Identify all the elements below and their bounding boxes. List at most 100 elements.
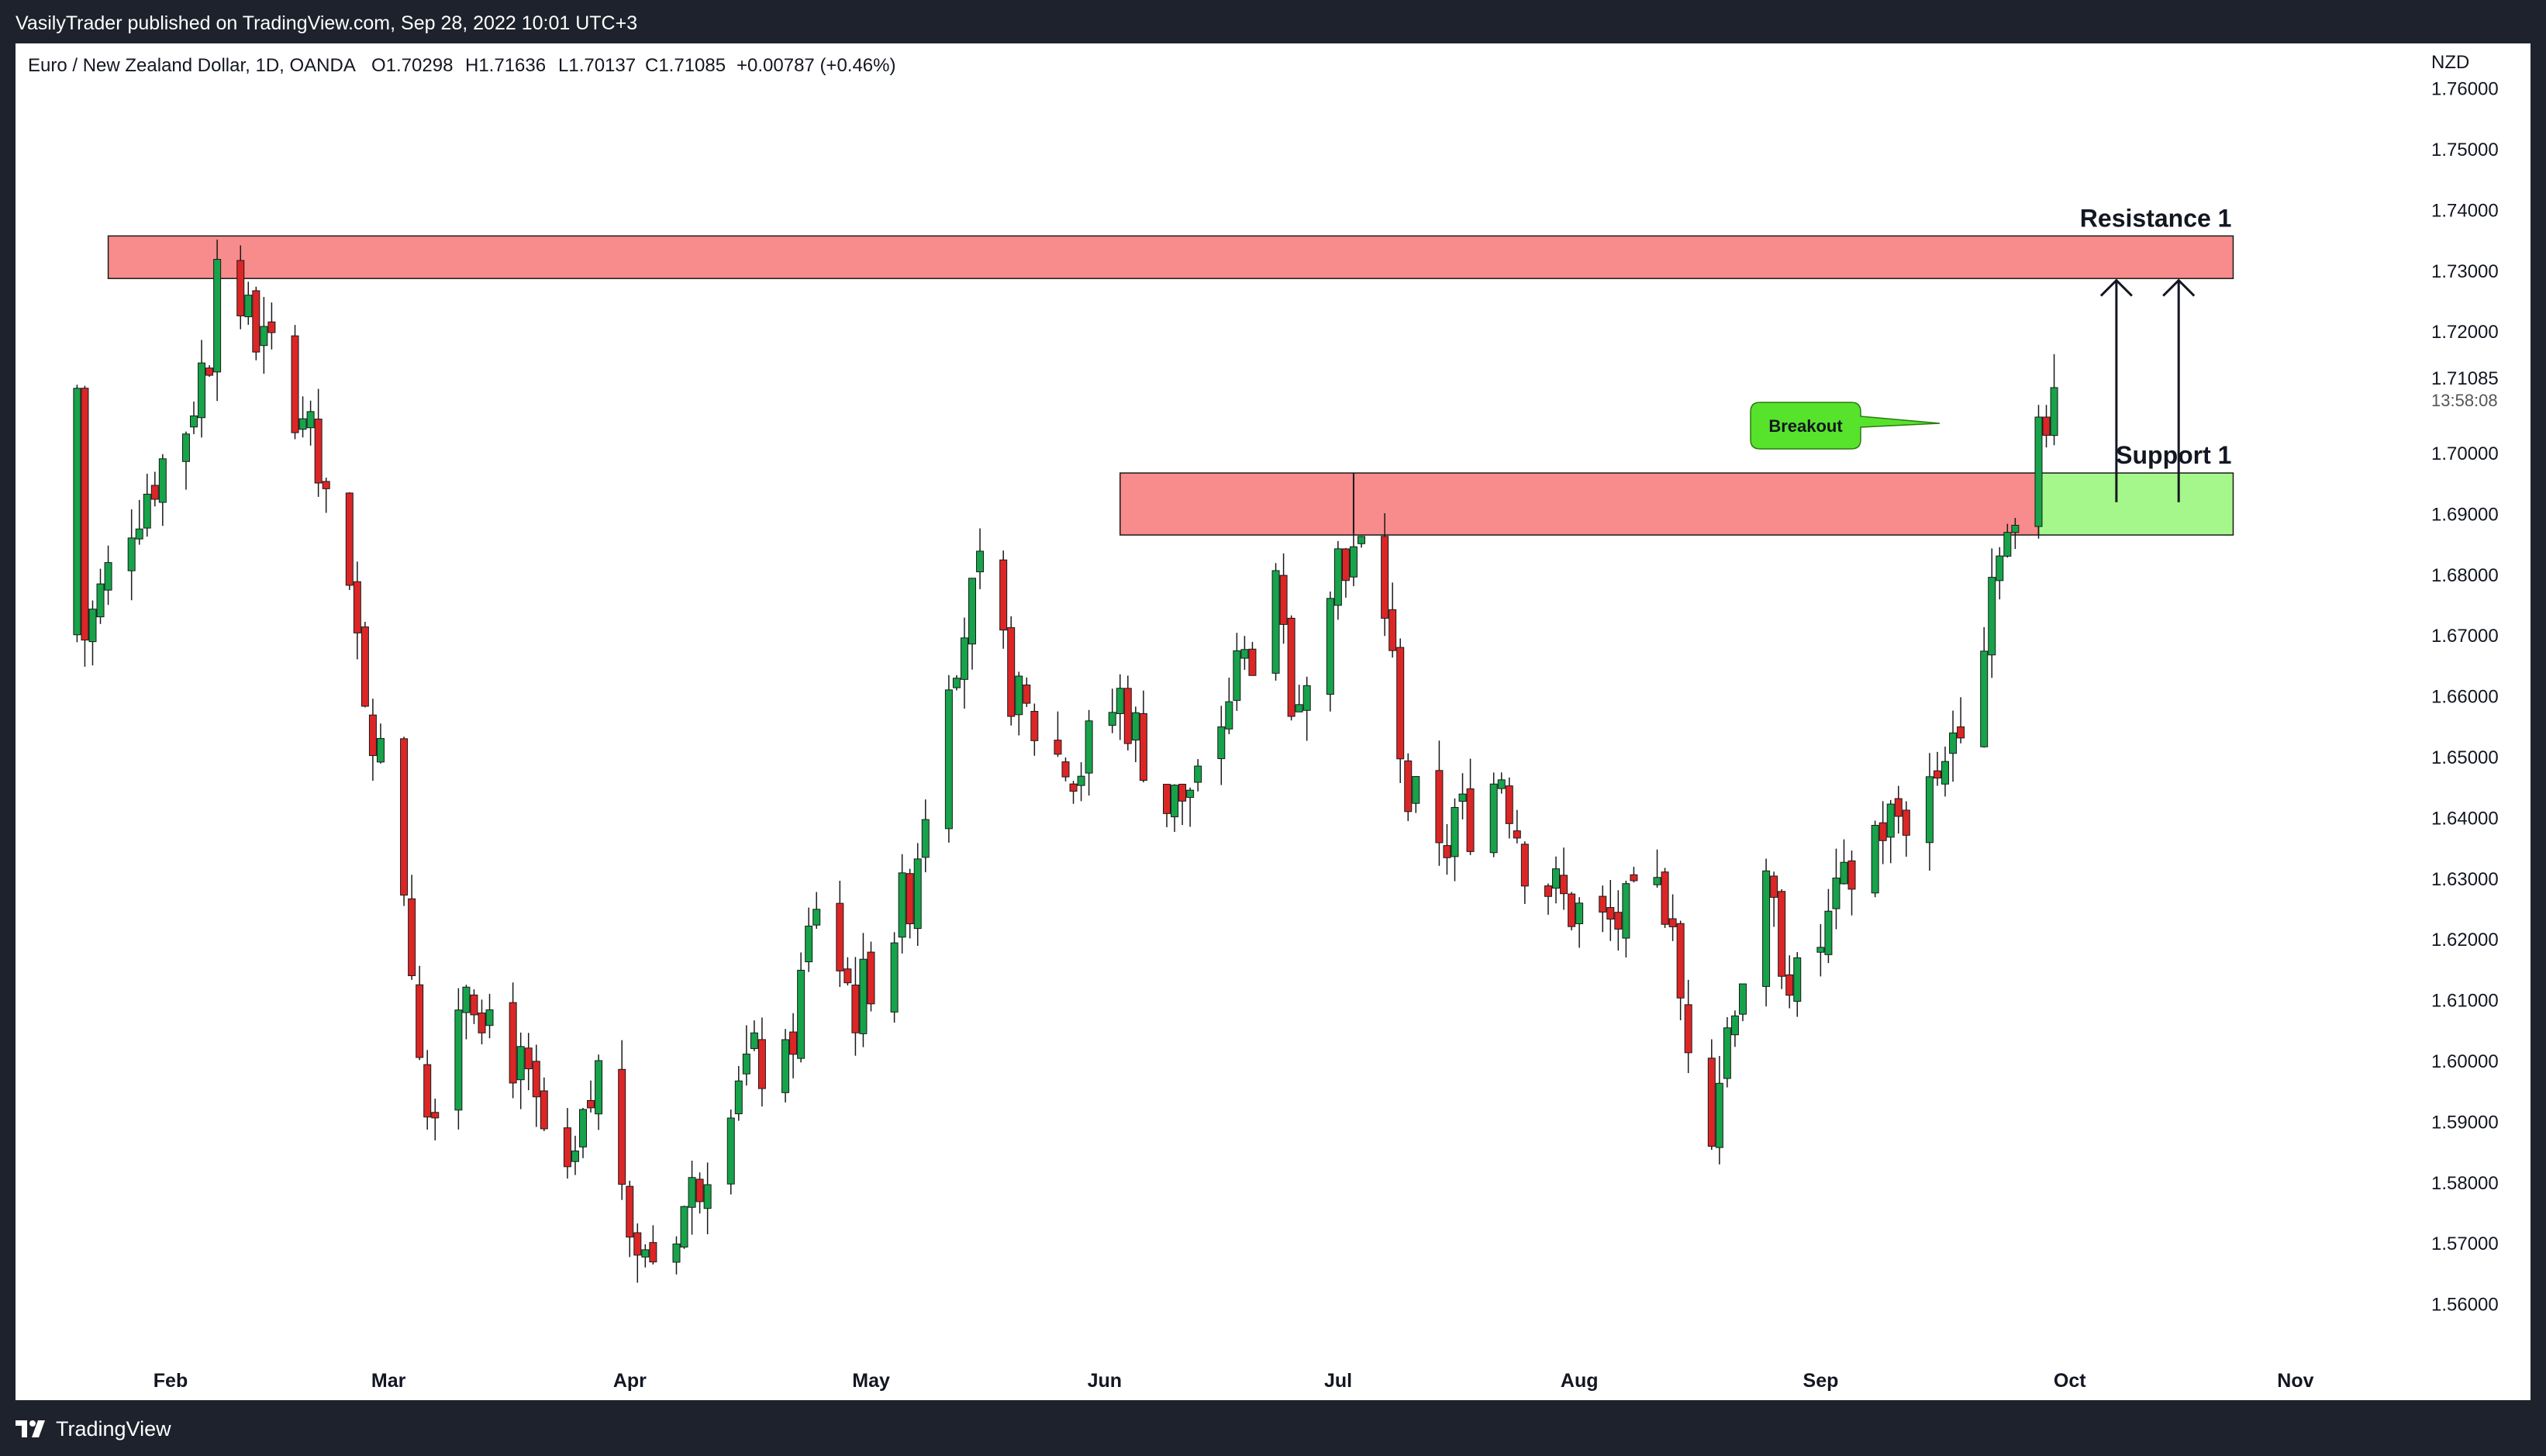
candle[interactable] xyxy=(757,1017,766,1107)
candle[interactable] xyxy=(298,396,307,438)
candle[interactable] xyxy=(1738,983,1747,1022)
candle[interactable] xyxy=(408,875,416,980)
candle[interactable] xyxy=(540,1077,548,1131)
candle[interactable] xyxy=(150,471,159,507)
candle[interactable] xyxy=(1015,671,1023,736)
candle[interactable] xyxy=(368,699,377,781)
candle[interactable] xyxy=(968,578,976,670)
candle[interactable] xyxy=(1730,1010,1739,1047)
candle[interactable] xyxy=(1560,847,1568,910)
candle[interactable] xyxy=(361,622,369,708)
candle[interactable] xyxy=(890,932,899,1023)
candle[interactable] xyxy=(1622,880,1630,958)
candle[interactable] xyxy=(960,617,968,709)
candle[interactable] xyxy=(1341,547,1350,598)
candle[interactable] xyxy=(1778,889,1786,989)
candle[interactable] xyxy=(1069,781,1078,804)
candle[interactable] xyxy=(952,675,961,691)
candle[interactable] xyxy=(944,675,953,843)
candle[interactable] xyxy=(1295,685,1303,712)
candle[interactable] xyxy=(680,1206,688,1249)
candle[interactable] xyxy=(999,550,1008,649)
candle[interactable] xyxy=(734,1065,743,1121)
candle[interactable] xyxy=(1271,563,1280,681)
candle[interactable] xyxy=(1443,824,1451,875)
candle[interactable] xyxy=(1902,801,1910,857)
candle[interactable] xyxy=(96,568,105,624)
candle[interactable] xyxy=(1194,759,1202,792)
candle[interactable] xyxy=(1614,890,1623,951)
candle[interactable] xyxy=(1116,674,1124,740)
candle[interactable] xyxy=(1653,849,1661,888)
candle[interactable] xyxy=(1933,751,1941,786)
candle[interactable] xyxy=(859,933,868,1047)
candle[interactable] xyxy=(789,1013,798,1078)
candle[interactable] xyxy=(1412,776,1420,813)
candle[interactable] xyxy=(1599,885,1607,933)
candle[interactable] xyxy=(1544,883,1552,915)
candle[interactable] xyxy=(73,385,81,643)
candle[interactable] xyxy=(532,1044,540,1127)
candle[interactable] xyxy=(836,880,844,987)
candle[interactable] xyxy=(672,1236,681,1275)
candle[interactable] xyxy=(1871,820,1879,898)
candle[interactable] xyxy=(1435,740,1444,866)
candle[interactable] xyxy=(306,400,315,446)
candle[interactable] xyxy=(1108,688,1116,733)
candle[interactable] xyxy=(454,988,463,1130)
candle[interactable] xyxy=(1333,540,1342,620)
candle[interactable] xyxy=(314,388,323,497)
candle[interactable] xyxy=(1840,839,1848,885)
target-arrow-1[interactable] xyxy=(2099,278,2133,502)
candle[interactable] xyxy=(595,1054,603,1130)
candle[interactable] xyxy=(1552,856,1560,904)
candle[interactable] xyxy=(1358,536,1365,548)
candle[interactable] xyxy=(1396,638,1405,784)
candle[interactable] xyxy=(1163,784,1171,828)
candle[interactable] xyxy=(633,1223,642,1283)
candle[interactable] xyxy=(1217,706,1226,785)
candle[interactable] xyxy=(509,982,517,1099)
candle[interactable] xyxy=(485,993,494,1039)
candle[interactable] xyxy=(322,478,330,513)
candle[interactable] xyxy=(1513,809,1521,844)
candle[interactable] xyxy=(851,957,860,1056)
candle[interactable] xyxy=(812,892,821,930)
candle[interactable] xyxy=(1458,773,1467,819)
candle[interactable] xyxy=(695,1172,704,1214)
candle[interactable] xyxy=(1240,636,1249,670)
candle[interactable] xyxy=(1077,762,1085,802)
candle[interactable] xyxy=(913,843,922,946)
candle[interactable] xyxy=(1123,675,1132,750)
candle[interactable] xyxy=(462,985,471,1040)
breakout-callout[interactable]: Breakout xyxy=(1750,402,1941,450)
candle[interactable] xyxy=(1023,677,1031,707)
resistance-zone[interactable] xyxy=(107,235,2234,279)
candle[interactable] xyxy=(1302,676,1311,741)
candle[interactable] xyxy=(267,302,276,350)
candle[interactable] xyxy=(244,281,253,325)
candle[interactable] xyxy=(1988,548,1996,678)
candle[interactable] xyxy=(618,1040,626,1200)
candle[interactable] xyxy=(478,999,486,1045)
candle[interactable] xyxy=(579,1107,587,1158)
candle[interactable] xyxy=(1085,709,1093,796)
target-arrow-2[interactable] xyxy=(2162,278,2196,502)
candle[interactable] xyxy=(1568,892,1576,931)
candle[interactable] xyxy=(135,499,143,545)
candle[interactable] xyxy=(1225,678,1233,734)
candle[interactable] xyxy=(1497,772,1506,794)
candle[interactable] xyxy=(260,297,268,374)
candle[interactable] xyxy=(1824,888,1833,964)
candle[interactable] xyxy=(1505,777,1513,839)
candle[interactable] xyxy=(400,737,409,906)
candle[interactable] xyxy=(921,799,930,873)
candle[interactable] xyxy=(1389,582,1397,658)
candle[interactable] xyxy=(1949,710,1958,782)
candle[interactable] xyxy=(2050,354,2058,446)
candle[interactable] xyxy=(2034,405,2043,539)
candle[interactable] xyxy=(291,325,299,440)
candle[interactable] xyxy=(1575,897,1584,948)
candle[interactable] xyxy=(1178,783,1187,826)
candle[interactable] xyxy=(1996,547,2004,600)
